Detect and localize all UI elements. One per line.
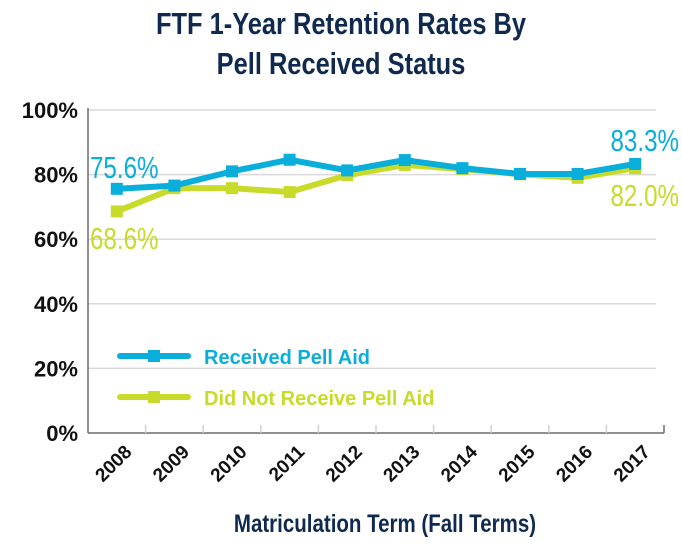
x-axis-ticks: 2008 2009 2010 2011 2012 2013 2014 2015 2016 2017: [92, 425, 665, 487]
y-tick-label: 60%: [34, 227, 78, 252]
x-tick-label: 2013: [380, 442, 425, 487]
x-tick-label: 2017: [610, 442, 655, 487]
legend-label: Did Not Receive Pell Aid: [204, 388, 434, 410]
data-point-marker: [398, 154, 411, 167]
legend: Received Pell Aid Did Not Receive Pell Ai…: [117, 347, 434, 410]
data-point-marker: [226, 182, 238, 195]
data-point-marker: [168, 179, 181, 192]
data-point-marker: [571, 167, 584, 180]
series-line: [116, 156, 636, 192]
data-point-marker: [110, 205, 123, 218]
data-label: 75.6%: [90, 150, 159, 185]
x-axis-label: Matriculation Term (Fall Terms): [234, 509, 536, 537]
data-point-marker: [110, 182, 123, 195]
data-labels: 75.6% 83.3% 68.6% 82.0%: [90, 123, 679, 256]
data-label: 82.0%: [610, 178, 679, 213]
chart-title: FTF 1-Year Retention Rates By Pell Recei…: [61, 4, 620, 84]
data-point-marker: [514, 167, 526, 180]
x-tick-label: 2014: [437, 441, 482, 486]
x-tick-label: 2016: [552, 442, 597, 487]
data-label: 68.6%: [90, 221, 159, 256]
y-tick-label: 80%: [34, 163, 78, 188]
series-received-pell-aid: [110, 153, 642, 195]
x-tick-label: 2009: [149, 442, 194, 487]
data-point-marker: [283, 186, 296, 199]
y-tick-label: 40%: [34, 292, 78, 317]
data-point-marker: [283, 153, 296, 166]
y-tick-label: 0%: [46, 421, 78, 446]
legend-marker-icon: [148, 391, 160, 403]
y-axis-ticks: 0% 20% 40% 60% 80% 100%: [22, 98, 78, 446]
data-point-marker: [629, 157, 642, 170]
legend-label: Received Pell Aid: [204, 347, 370, 369]
data-point-marker: [456, 162, 469, 175]
y-tick-label: 20%: [34, 356, 78, 381]
axes: [87, 108, 664, 434]
x-tick-label: 2015: [495, 441, 540, 486]
data-point-marker: [226, 165, 238, 178]
legend-marker-icon: [148, 350, 160, 362]
chart-title-line-2: Pell Received Status: [216, 46, 466, 81]
chart-title-line-1: FTF 1-Year Retention Rates By: [155, 6, 527, 41]
x-tick-label: 2012: [322, 442, 367, 487]
y-tick-label: 100%: [22, 98, 78, 123]
legend-item: Did Not Receive Pell Aid: [117, 388, 434, 410]
x-tick-label: 2008: [92, 442, 137, 487]
data-point-marker: [341, 164, 354, 177]
x-tick-label: 2010: [207, 442, 252, 487]
series-group: [110, 153, 642, 218]
data-label: 83.3%: [610, 123, 679, 158]
legend-item: Received Pell Aid: [117, 347, 370, 369]
gridlines: [88, 109, 656, 370]
x-tick-label: 2011: [265, 441, 309, 485]
